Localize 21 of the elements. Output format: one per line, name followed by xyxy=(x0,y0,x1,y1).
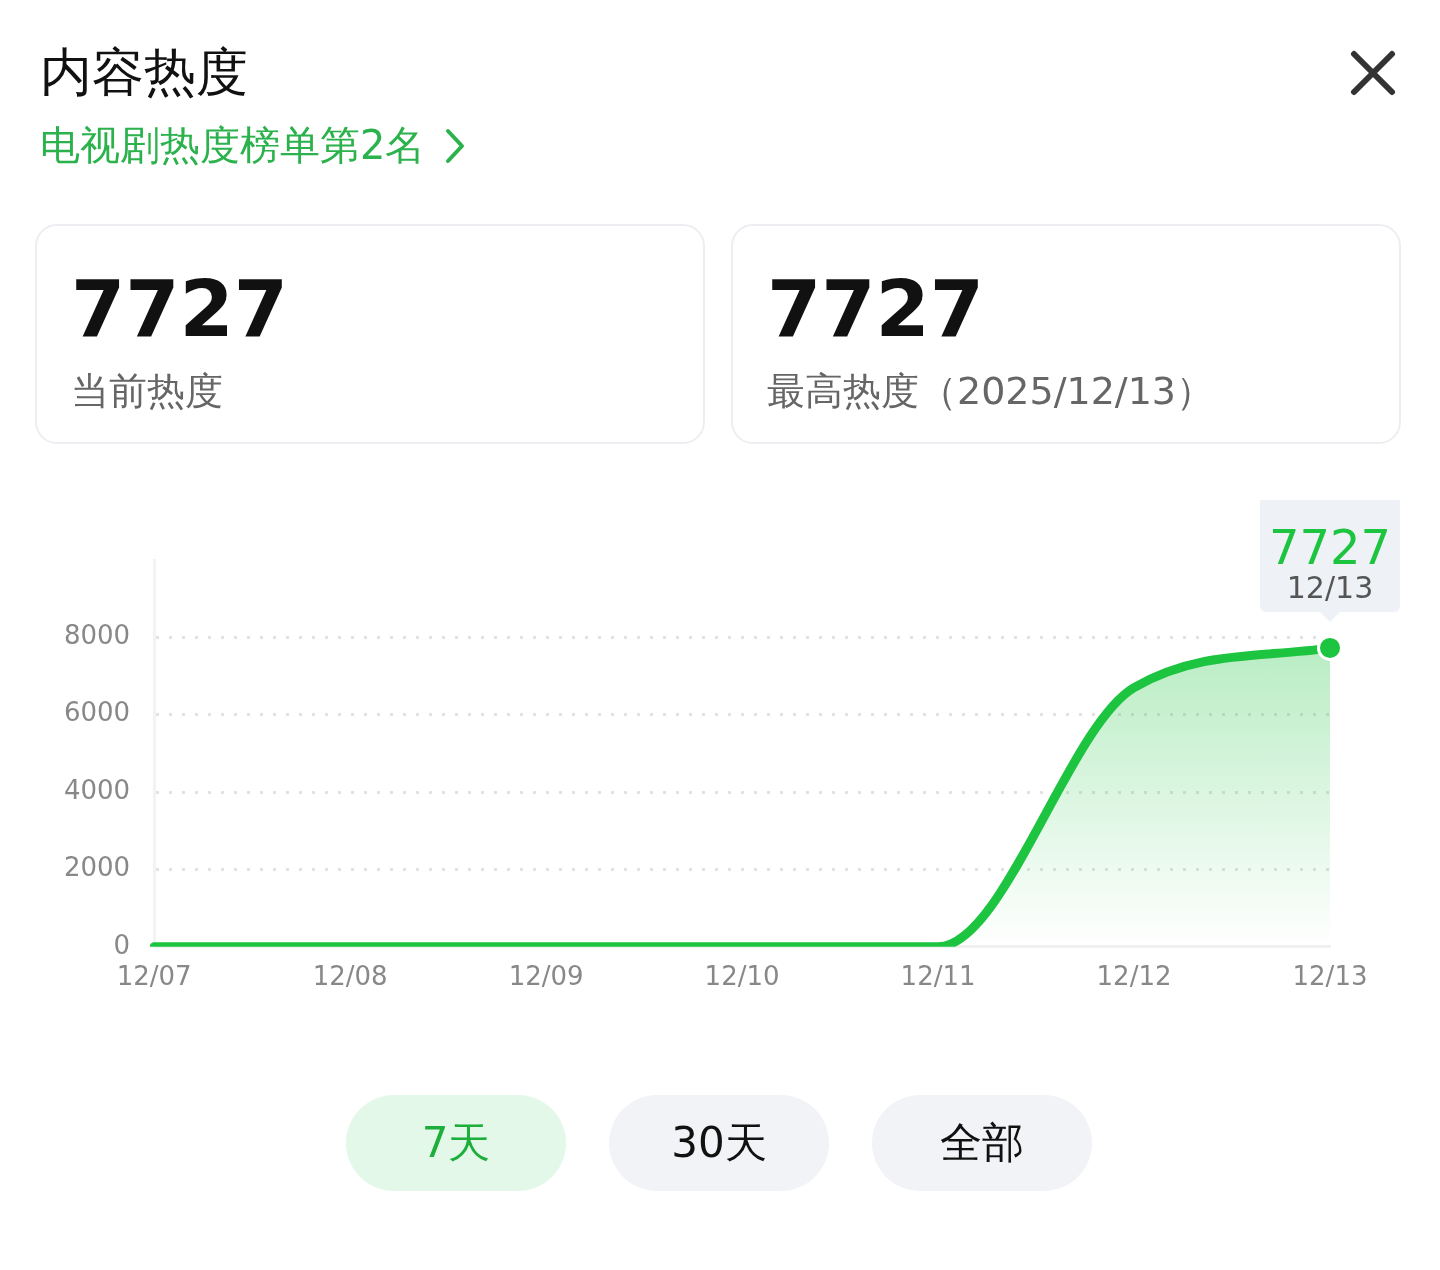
x-tick-label: 12/13 xyxy=(1292,961,1368,992)
x-tick-label: 12/07 xyxy=(116,961,192,992)
x-tick-label: 12/12 xyxy=(1096,961,1172,992)
x-tick-label: 12/08 xyxy=(312,961,388,992)
text: 当前热度 xyxy=(71,368,223,415)
x-tick-label: 12/10 xyxy=(704,961,780,992)
text: 全部 xyxy=(872,1095,1092,1191)
x-tick-label: 12/09 xyxy=(508,961,584,992)
text: 7天 xyxy=(346,1095,566,1191)
y-tick-label: 0 xyxy=(113,929,131,960)
y-tick-label: 6000 xyxy=(64,697,131,728)
y-tick-label: 2000 xyxy=(64,852,131,883)
text: 最高热度（2025/12/13） xyxy=(767,368,1215,415)
chart-subtitle: 电视剧热度榜单第2名 xyxy=(40,121,426,170)
y-tick-label: 8000 xyxy=(64,620,131,651)
text: 30天 xyxy=(609,1095,829,1191)
chart-title: 内容热度 xyxy=(40,41,248,104)
text: 7727 xyxy=(71,264,289,354)
y-tick-label: 4000 xyxy=(64,774,131,805)
x-tick-label: 12/11 xyxy=(900,961,976,992)
text: 7727 xyxy=(767,264,985,354)
